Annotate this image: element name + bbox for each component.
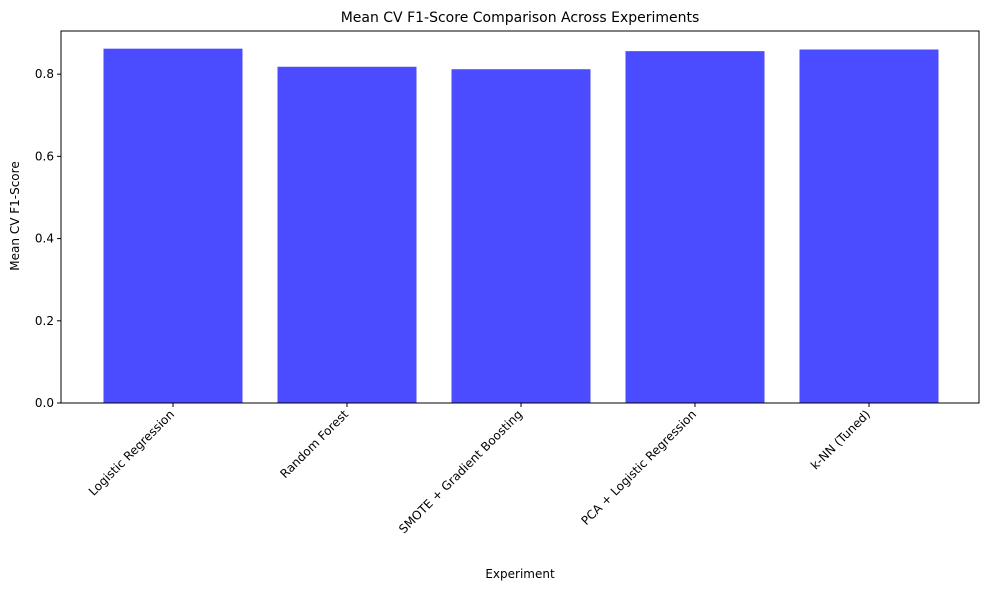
- bar-1: [277, 66, 417, 404]
- bar-0: [103, 48, 243, 403]
- chart-title: Mean CV F1-Score Comparison Across Exper…: [341, 10, 700, 26]
- bars: [103, 48, 939, 404]
- x-axis-label: Experiment: [485, 567, 555, 581]
- x-tick-label-0: Logistic Regression: [86, 407, 177, 498]
- x-tick-label-4: k-NN (Tuned): [808, 407, 873, 472]
- x-tick-label-1: Random Forest: [277, 407, 351, 481]
- plot-frame: [60, 30, 980, 404]
- y-tick-label-3: 0.6: [35, 149, 54, 163]
- bar-3: [625, 51, 765, 403]
- bar-2: [451, 69, 591, 403]
- x-tick-label-3: PCA + Logistic Regression: [578, 407, 699, 528]
- y-tick-label-4: 0.8: [35, 67, 54, 81]
- y-axis: 0.0 0.2 0.4 0.6 0.8: [35, 67, 61, 410]
- x-tick-label-2: SMOTE + Gradient Boosting: [396, 407, 525, 536]
- y-tick-label-1: 0.2: [35, 314, 54, 328]
- y-tick-label-2: 0.4: [35, 232, 54, 246]
- y-axis-label: Mean CV F1-Score: [8, 161, 22, 270]
- x-axis: Logistic Regression Random Forest SMOTE + …: [86, 403, 873, 536]
- y-tick-label-0: 0.0: [35, 396, 54, 410]
- bar-4: [799, 49, 939, 403]
